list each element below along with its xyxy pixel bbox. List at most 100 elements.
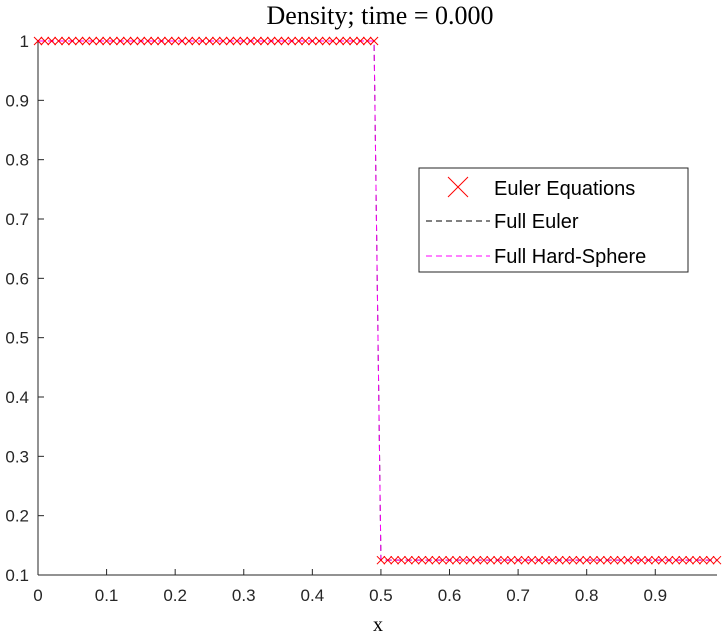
marker-euler-equations: [157, 36, 166, 46]
marker-euler-equations: [520, 555, 530, 565]
marker-euler-equations: [527, 555, 537, 565]
marker-euler-equations: [609, 555, 619, 565]
marker-euler-equations: [239, 36, 249, 46]
marker-euler-equations: [184, 36, 194, 46]
marker-euler-equations: [541, 555, 550, 565]
marker-euler-equations: [657, 555, 667, 565]
marker-euler-equations: [273, 36, 283, 46]
marker-euler-equations: [129, 36, 139, 46]
marker-euler-equations: [40, 36, 50, 46]
marker-euler-equations: [301, 36, 310, 46]
marker-euler-equations: [452, 555, 461, 565]
y-tick-label: 0.3: [5, 447, 29, 466]
marker-euler-equations: [61, 36, 70, 46]
marker-euler-equations: [575, 555, 585, 565]
marker-euler-equations: [177, 36, 187, 46]
marker-euler-equations: [561, 555, 571, 565]
marker-euler-equations: [602, 555, 612, 565]
y-tick-label: 0.4: [5, 388, 29, 407]
x-tick-label: 0.5: [369, 586, 393, 605]
marker-euler-equations: [479, 555, 489, 565]
marker-euler-equations: [198, 36, 207, 46]
marker-euler-equations: [349, 36, 358, 46]
y-tick-label: 0.8: [5, 151, 29, 170]
x-tick-label: 0.7: [506, 586, 530, 605]
marker-euler-equations: [404, 555, 413, 565]
marker-euler-equations: [671, 555, 681, 565]
x-tick-label: 0.6: [438, 586, 462, 605]
marker-euler-equations: [287, 36, 297, 46]
marker-euler-equations: [493, 555, 502, 565]
marker-euler-equations: [637, 555, 646, 565]
marker-euler-equations: [678, 555, 688, 565]
marker-euler-equations: [102, 36, 111, 46]
marker-euler-equations: [294, 36, 303, 46]
marker-euler-equations: [109, 36, 118, 46]
marker-euler-equations: [644, 555, 653, 565]
marker-euler-equations: [122, 36, 132, 46]
marker-euler-equations: [225, 36, 235, 46]
marker-euler-equations: [390, 555, 399, 565]
marker-euler-equations: [376, 555, 386, 565]
marker-euler-equations: [307, 36, 317, 46]
x-tick-label: 0.1: [95, 586, 119, 605]
marker-euler-equations: [47, 36, 57, 46]
marker-euler-equations: [589, 555, 598, 565]
marker-euler-equations: [472, 555, 482, 565]
marker-euler-equations: [362, 36, 372, 46]
marker-euler-equations: [410, 555, 420, 565]
marker-euler-equations: [712, 555, 722, 565]
chart-title: Density; time = 0.000: [267, 1, 494, 30]
marker-euler-equations: [150, 36, 159, 46]
marker-euler-equations: [246, 36, 255, 46]
marker-euler-equations: [424, 555, 434, 565]
y-tick-label: 0.6: [5, 269, 29, 288]
marker-euler-equations: [314, 36, 324, 46]
marker-euler-equations: [664, 555, 674, 565]
marker-euler-equations: [445, 555, 454, 565]
marker-euler-equations: [548, 555, 557, 565]
y-tick-label: 1: [20, 32, 29, 51]
y-tick-label: 0.7: [5, 210, 29, 229]
x-tick-label: 0: [33, 586, 42, 605]
x-tick-label: 0.8: [575, 586, 599, 605]
x-tick-label: 0.3: [232, 586, 256, 605]
marker-euler-equations: [554, 555, 564, 565]
marker-euler-equations: [54, 36, 63, 46]
marker-euler-equations: [143, 36, 153, 46]
marker-euler-equations: [95, 36, 105, 46]
marker-euler-equations: [596, 555, 605, 565]
marker-euler-equations: [534, 555, 544, 565]
marker-euler-equations: [280, 36, 290, 46]
marker-euler-equations: [211, 36, 221, 46]
marker-euler-equations: [205, 36, 214, 46]
marker-euler-equations: [397, 555, 406, 565]
marker-euler-equations: [232, 36, 242, 46]
marker-euler-equations: [486, 555, 496, 565]
marker-euler-equations: [705, 555, 715, 565]
marker-euler-equations: [417, 555, 427, 565]
y-tick-label: 0.2: [5, 507, 29, 526]
marker-euler-equations: [630, 555, 640, 565]
marker-euler-equations: [115, 36, 125, 46]
legend-box: [418, 167, 689, 273]
marker-euler-equations: [465, 555, 475, 565]
marker-euler-equations: [335, 36, 345, 46]
legend-label-euler-equations: Euler Equations: [494, 178, 635, 200]
x-tick-label: 0.9: [643, 586, 667, 605]
marker-euler-equations: [191, 36, 201, 46]
marker-euler-equations: [506, 555, 516, 565]
marker-euler-equations: [500, 555, 509, 565]
marker-euler-equations: [692, 555, 701, 565]
series-markers: [33, 36, 722, 565]
marker-euler-equations: [163, 36, 173, 46]
legend-label-full-hard-sphere: Full Hard-Sphere: [494, 246, 646, 268]
marker-euler-equations: [81, 36, 91, 46]
marker-euler-equations: [650, 555, 660, 565]
marker-euler-equations: [321, 36, 331, 46]
marker-euler-equations: [356, 36, 365, 46]
marker-euler-equations: [438, 555, 448, 565]
marker-euler-equations: [431, 555, 441, 565]
legend-marker-euler-equations: [447, 176, 469, 198]
legend-label-full-euler: Full Euler: [494, 211, 579, 233]
